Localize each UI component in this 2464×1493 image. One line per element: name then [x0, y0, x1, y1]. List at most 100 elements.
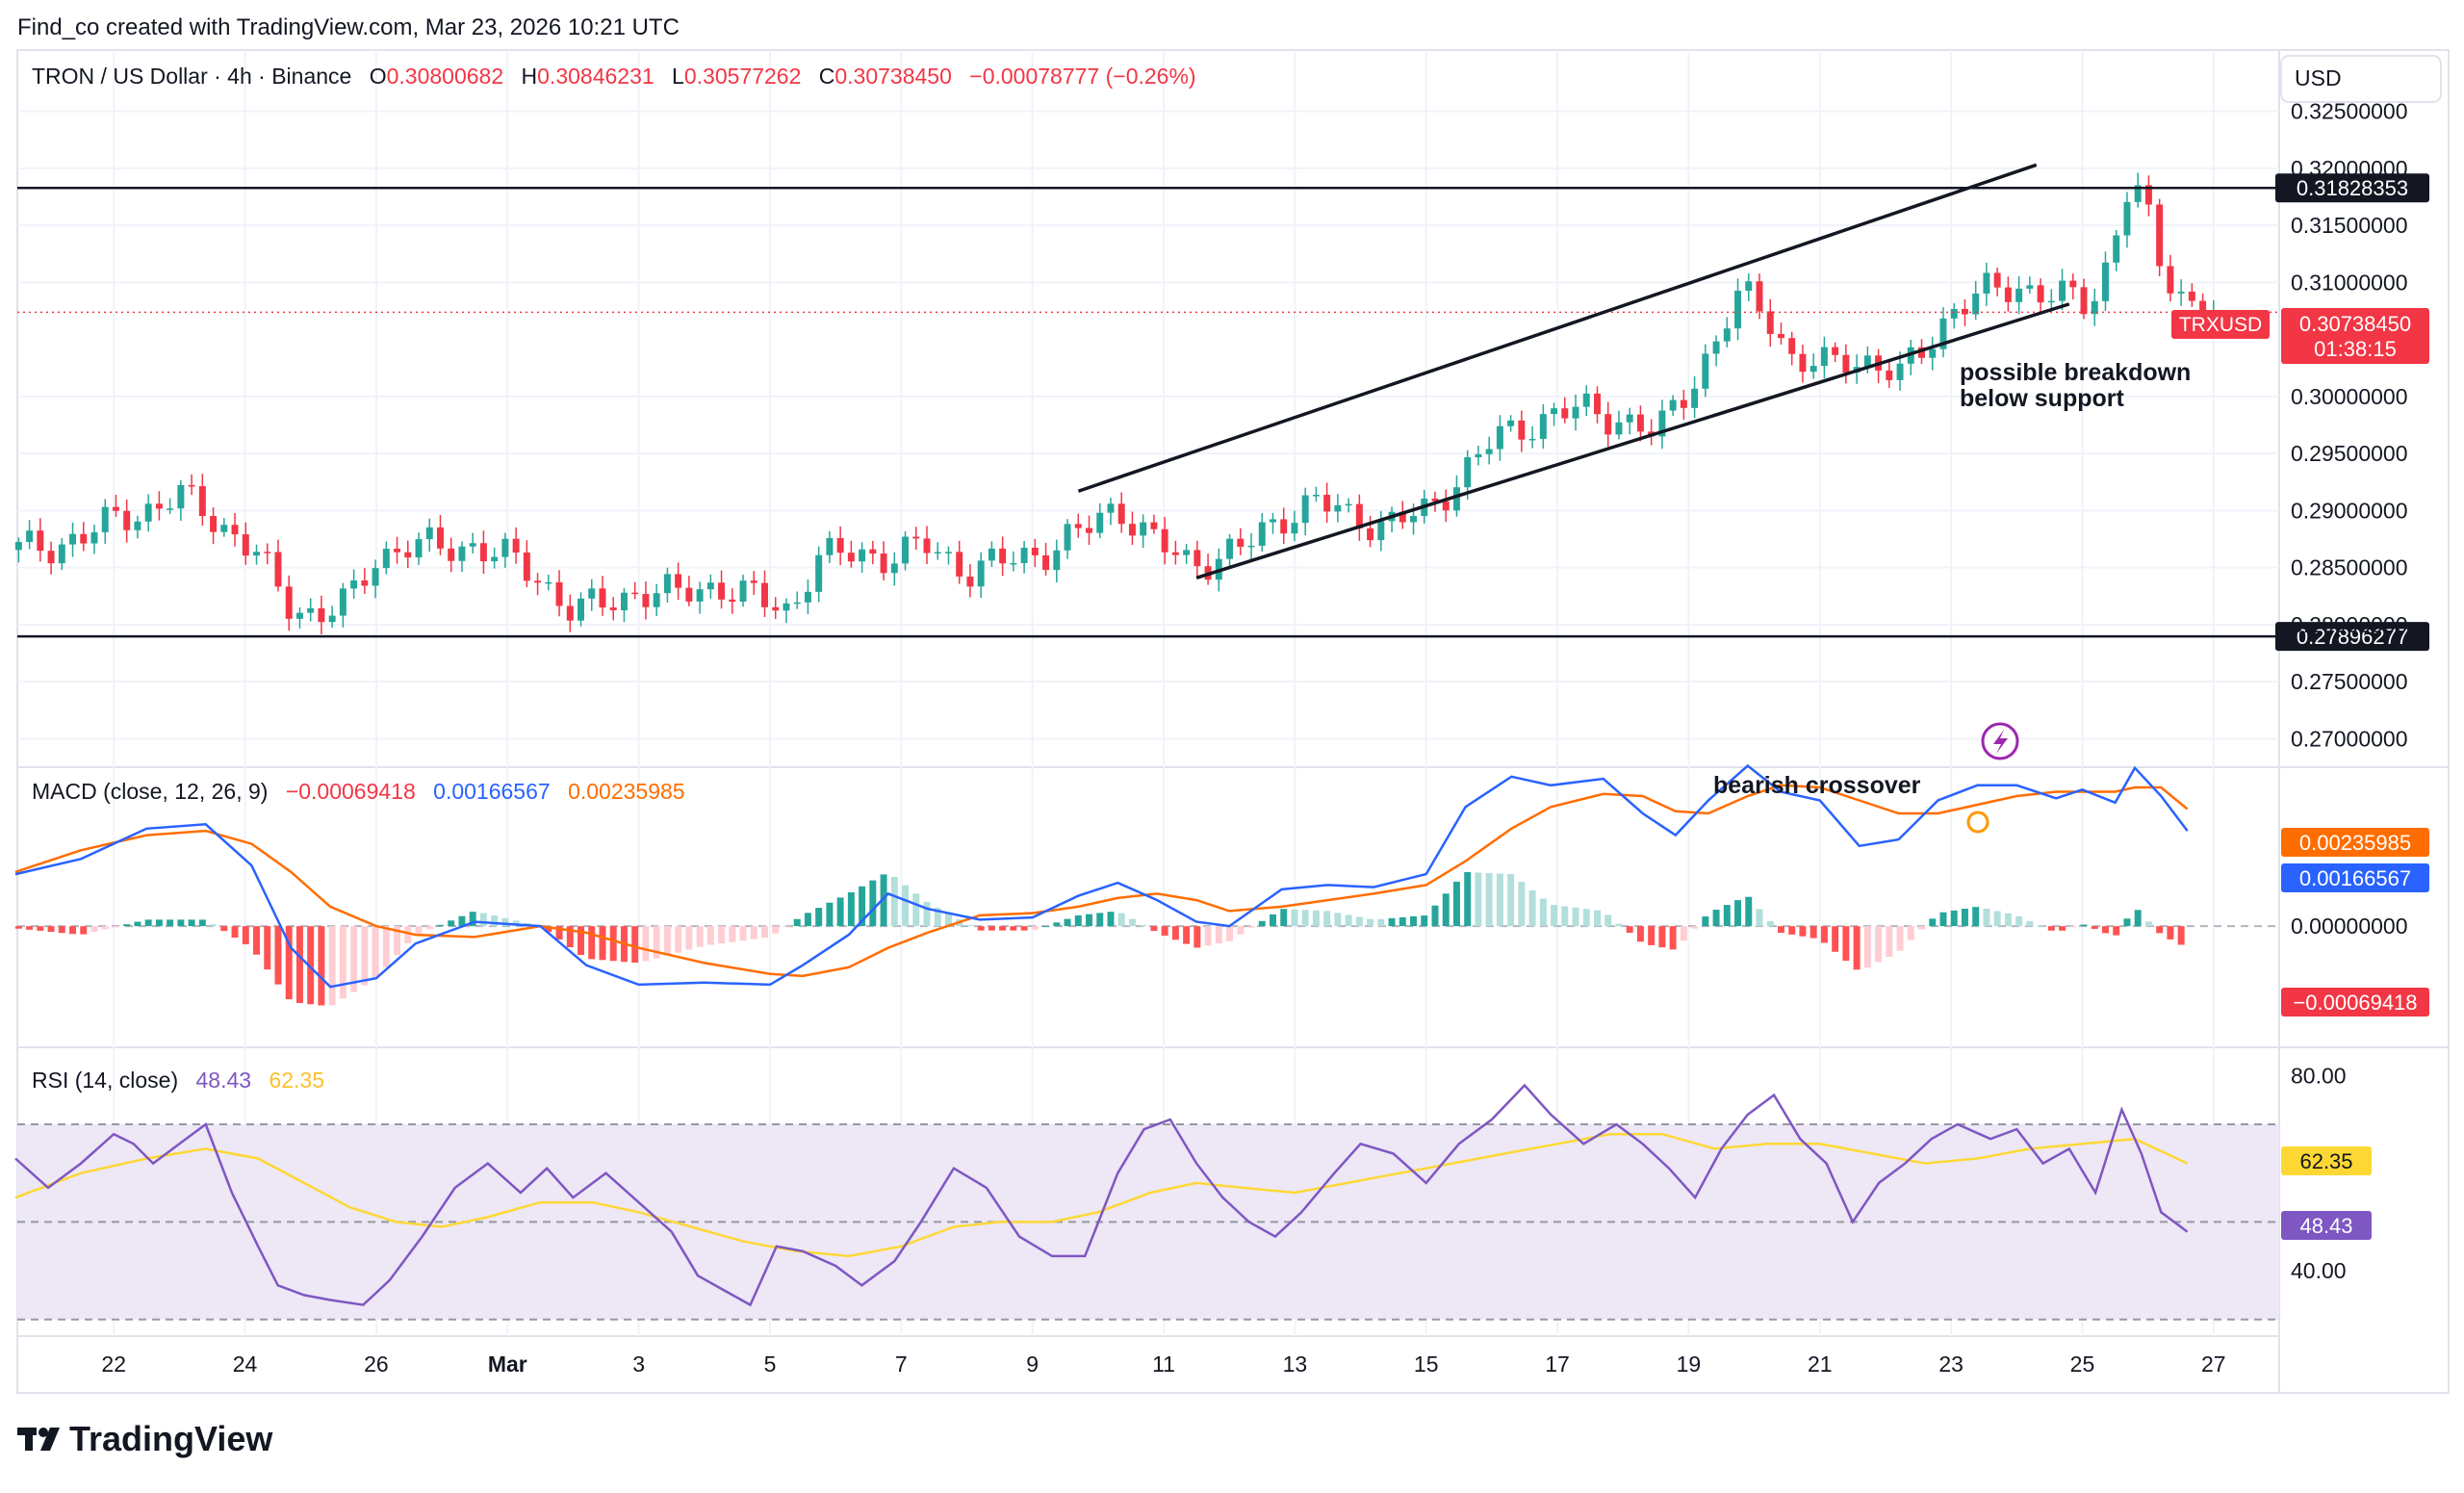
currency-button[interactable]: [2280, 55, 2442, 103]
macd-title: MACD (close, 12, 26, 9): [32, 779, 268, 804]
macd-histogram-bar: [977, 926, 985, 931]
macd-histogram-bar: [1983, 908, 1990, 927]
candle-body: [1777, 333, 1784, 339]
macd-histogram-bar: [1518, 882, 1526, 927]
macd-histogram-bar: [1258, 920, 1266, 927]
candle-body: [1323, 495, 1331, 512]
macd-histogram-bar: [1788, 926, 1796, 935]
macd-histogram-bar: [1918, 926, 1925, 930]
candle-body: [1539, 414, 1547, 439]
candle-body: [729, 599, 736, 603]
rsi-line: [14, 1083, 2189, 1307]
candle-body: [1355, 503, 1363, 528]
breakdown-annotation-line1: possible breakdown: [1960, 359, 2191, 386]
macd-histogram-bar: [1345, 914, 1352, 927]
macd-histogram-bar: [1334, 913, 1342, 927]
macd-line: [14, 763, 2189, 989]
macd-histogram-bar: [479, 913, 487, 927]
candle-body: [188, 485, 195, 487]
rsi-ma-line: [14, 1132, 2189, 1258]
candle-body: [1107, 503, 1115, 513]
candle-body: [1691, 388, 1699, 408]
macd-hist-value: −0.00069418: [286, 779, 416, 804]
x-tick-label: 11: [1152, 1351, 1175, 1377]
macd-pane: [14, 763, 2189, 1006]
candle-body: [1074, 524, 1082, 528]
macd-histogram-bar: [242, 926, 249, 944]
candle-body: [1972, 293, 1980, 315]
candle-body: [1442, 501, 1450, 511]
macd-histogram-bar: [404, 926, 412, 944]
macd-histogram-bar: [1150, 926, 1158, 932]
macd-histogram-bar: [609, 926, 617, 962]
candle-body: [501, 538, 509, 557]
candle-body: [415, 539, 423, 558]
channel-line: [1195, 302, 2070, 579]
candle-body: [1258, 522, 1266, 546]
candle-body: [1399, 511, 1406, 523]
macd-histogram-bar: [2144, 921, 2152, 927]
macd-histogram-bar: [458, 915, 466, 927]
macd-histogram-bar: [1270, 914, 1276, 927]
candle-body: [1528, 438, 1536, 441]
macd-histogram-bar: [1810, 926, 1817, 939]
macd-histogram-bar: [1702, 916, 1709, 927]
rsi-value: 48.43: [196, 1068, 252, 1093]
macd-legend: MACD (close, 12, 26, 9) −0.00069418 0.00…: [32, 779, 685, 804]
candle-body: [2102, 262, 2109, 301]
candle-body: [2123, 201, 2131, 236]
macd-histogram-bar: [394, 926, 401, 956]
macd-histogram-bar: [718, 926, 726, 944]
candle-body: [1117, 503, 1125, 525]
candle-body: [1475, 453, 1482, 458]
candle-body: [318, 607, 325, 623]
macd-hist-tag-text: −0.00069418: [2293, 991, 2417, 1015]
macd-histogram-bar: [588, 926, 596, 960]
candle-body: [2177, 291, 2185, 294]
tradingview-logo-icon[interactable]: [17, 1428, 60, 1451]
macd-histogram-bar: [1117, 913, 1125, 927]
macd-histogram-bar: [58, 926, 65, 934]
candle-body: [880, 553, 887, 574]
macd-histogram-bar: [1237, 926, 1245, 935]
lightning-icon[interactable]: [1981, 722, 2019, 760]
rsi-legend: RSI (14, close) 48.43 62.35: [32, 1068, 324, 1093]
rsi-title: RSI (14, close): [32, 1068, 178, 1093]
macd-histogram-bar: [37, 926, 44, 931]
candle-body: [491, 556, 499, 562]
candle-body: [14, 542, 22, 551]
candle-body: [2015, 288, 2023, 302]
horizontal-level-label: 0.31828353: [2297, 176, 2408, 200]
breakdown-annotation-line2: below support: [1960, 385, 2125, 412]
macd-histogram-bar: [923, 901, 931, 927]
candle-body: [988, 548, 995, 561]
macd-histogram-bar: [2037, 925, 2044, 927]
high-value: 0.30846231: [537, 64, 654, 89]
candle-body: [1086, 528, 1092, 533]
macd-histogram-bar: [1312, 910, 1320, 927]
macd-histogram-bar: [1745, 896, 1753, 927]
x-tick-label: 24: [233, 1351, 258, 1377]
candle-body: [1194, 550, 1201, 567]
x-tick-label: 9: [1026, 1351, 1039, 1377]
candle-body: [1929, 348, 1937, 358]
candle-body: [847, 553, 855, 562]
x-tick-label: 5: [764, 1351, 777, 1377]
macd-histogram-bar: [1993, 911, 2001, 927]
crossover-marker: [1966, 811, 1989, 834]
macd-histogram-bar: [783, 926, 790, 928]
candle-body: [134, 521, 141, 530]
trend-channel[interactable]: [1077, 163, 2070, 579]
macd-histogram-bar: [847, 891, 855, 927]
candle-body: [836, 537, 844, 553]
macd-histogram-bar: [1183, 926, 1191, 944]
x-tick-label: 19: [1677, 1351, 1702, 1377]
candle-body: [923, 538, 931, 553]
horizontal-levels[interactable]: 0.31828353 0.27896277: [17, 173, 2429, 652]
candle-body: [1226, 538, 1234, 559]
candle-body: [1582, 393, 1590, 407]
candle-body: [1734, 291, 1742, 329]
candle-body: [2047, 300, 2055, 303]
macd-histogram-bar: [696, 926, 704, 947]
macd-histogram-bar: [210, 924, 218, 927]
